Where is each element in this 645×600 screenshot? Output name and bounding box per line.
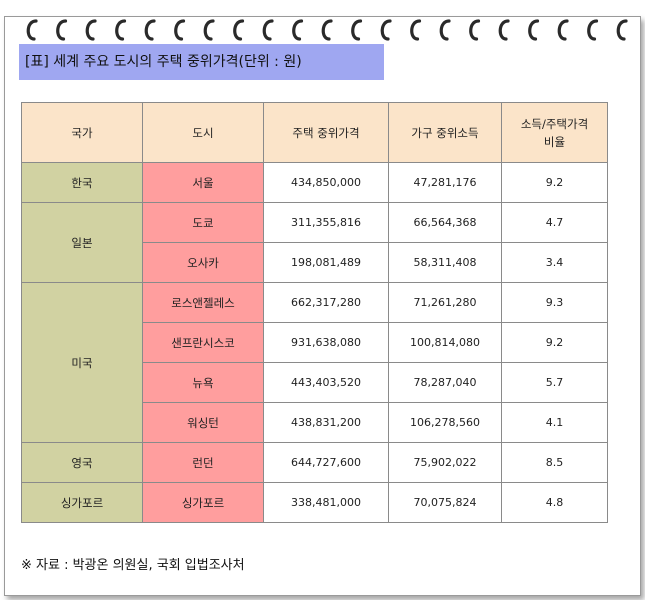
- binding-ring-icon: [292, 19, 304, 41]
- binding-ring-icon: [351, 19, 363, 41]
- country-cell: 영국: [21, 442, 143, 483]
- binding-ring-icon: [498, 19, 510, 41]
- ratio-cell: 8.5: [501, 442, 608, 483]
- binding-ring-icon: [587, 19, 599, 41]
- ratio-cell: 4.7: [501, 202, 608, 243]
- binding-ring-icon: [26, 19, 38, 41]
- city-cell: 워싱턴: [142, 402, 264, 443]
- price-cell: 931,638,080: [263, 322, 389, 363]
- income-cell: 71,261,280: [388, 282, 502, 323]
- binding-ring-icon: [380, 19, 392, 41]
- price-cell: 338,481,000: [263, 482, 389, 523]
- ratio-cell: 9.2: [501, 162, 608, 203]
- city-cell: 도쿄: [142, 202, 264, 243]
- country-cell: 한국: [21, 162, 143, 203]
- binding-ring-icon: [85, 19, 97, 41]
- ratio-cell: 9.2: [501, 322, 608, 363]
- table-row: 뉴욕 443,403,520 78,287,040 5.7: [22, 362, 608, 403]
- ratio-cell: 5.7: [501, 362, 608, 403]
- binding-ring-icon: [439, 19, 451, 41]
- binding-ring-icon: [557, 19, 569, 41]
- header-housing-price: 주택 중위가격: [263, 102, 389, 163]
- ratio-cell: 3.4: [501, 242, 608, 283]
- header-city: 도시: [142, 102, 264, 163]
- price-cell: 644,727,600: [263, 442, 389, 483]
- price-cell: 434,850,000: [263, 162, 389, 203]
- price-cell: 438,831,200: [263, 402, 389, 443]
- binding-ring-icon: [262, 19, 274, 41]
- country-cell: 싱가포르: [21, 482, 143, 523]
- ratio-cell: 4.1: [501, 402, 608, 443]
- city-cell: 런던: [142, 442, 264, 483]
- price-cell: 311,355,816: [263, 202, 389, 243]
- spiral-binding-icon: [26, 19, 628, 41]
- binding-ring-icon: [233, 19, 245, 41]
- source-note: ※ 자료 : 박광온 의원실, 국회 입법조사처: [21, 558, 245, 573]
- price-cell: 443,403,520: [263, 362, 389, 403]
- city-cell: 싱가포르: [142, 482, 264, 523]
- notepad-page: [표] 세계 주요 도시의 주택 중위가격(단위 : 원) 국가 도시 주택 중…: [4, 16, 641, 596]
- income-cell: 106,278,560: [388, 402, 502, 443]
- income-cell: 70,075,824: [388, 482, 502, 523]
- header-country: 국가: [21, 102, 143, 163]
- binding-ring-icon: [203, 19, 215, 41]
- table-row: 워싱턴 438,831,200 106,278,560 4.1: [22, 402, 608, 443]
- binding-ring-icon: [410, 19, 422, 41]
- income-cell: 47,281,176: [388, 162, 502, 203]
- city-cell: 서울: [142, 162, 264, 203]
- income-cell: 78,287,040: [388, 362, 502, 403]
- ratio-cell: 9.3: [501, 282, 608, 323]
- country-cell: 일본: [21, 202, 143, 283]
- table-row: 한국 서울 434,850,000 47,281,176 9.2: [21, 162, 608, 203]
- income-cell: 58,311,408: [388, 242, 502, 283]
- income-cell: 100,814,080: [388, 322, 502, 363]
- city-cell: 뉴욕: [142, 362, 264, 403]
- city-cell: 로스앤젤레스: [142, 282, 264, 323]
- city-cell: 샌프란시스코: [142, 322, 264, 363]
- income-cell: 66,564,368: [388, 202, 502, 243]
- binding-ring-icon: [321, 19, 333, 41]
- table-row: 샌프란시스코 931,638,080 100,814,080 9.2: [22, 322, 608, 363]
- table-title: [표] 세계 주요 도시의 주택 중위가격(단위 : 원): [19, 44, 384, 80]
- city-cell: 오사카: [142, 242, 264, 283]
- ratio-cell: 4.8: [501, 482, 608, 523]
- table-row: 오사카 198,081,489 58,311,408 3.4: [22, 242, 608, 283]
- price-cell: 662,317,280: [263, 282, 389, 323]
- table-row: 일본 도쿄 311,355,816 66,564,368 4.7: [21, 202, 608, 283]
- binding-ring-icon: [144, 19, 156, 41]
- binding-ring-icon: [469, 19, 481, 41]
- table-row: 미국 로스앤젤레스 662,317,280 71,261,280 9.3: [21, 282, 608, 443]
- binding-ring-icon: [115, 19, 127, 41]
- income-cell: 75,902,022: [388, 442, 502, 483]
- table-header-row: 국가 도시 주택 중위가격 가구 중위소득 소득/주택가격 비율: [21, 102, 608, 163]
- binding-ring-icon: [616, 19, 628, 41]
- header-household-income: 가구 중위소득: [388, 102, 502, 163]
- price-cell: 198,081,489: [263, 242, 389, 283]
- header-ratio: 소득/주택가격 비율: [501, 102, 608, 163]
- country-cell: 미국: [21, 282, 143, 443]
- table-row: 영국 런던 644,727,600 75,902,022 8.5: [21, 442, 608, 483]
- binding-ring-icon: [174, 19, 186, 41]
- housing-price-table: 국가 도시 주택 중위가격 가구 중위소득 소득/주택가격 비율 한국 서울 4…: [21, 102, 608, 523]
- table-row: 싱가포르 싱가포르 338,481,000 70,075,824 4.8: [21, 482, 608, 523]
- binding-ring-icon: [528, 19, 540, 41]
- binding-ring-icon: [56, 19, 68, 41]
